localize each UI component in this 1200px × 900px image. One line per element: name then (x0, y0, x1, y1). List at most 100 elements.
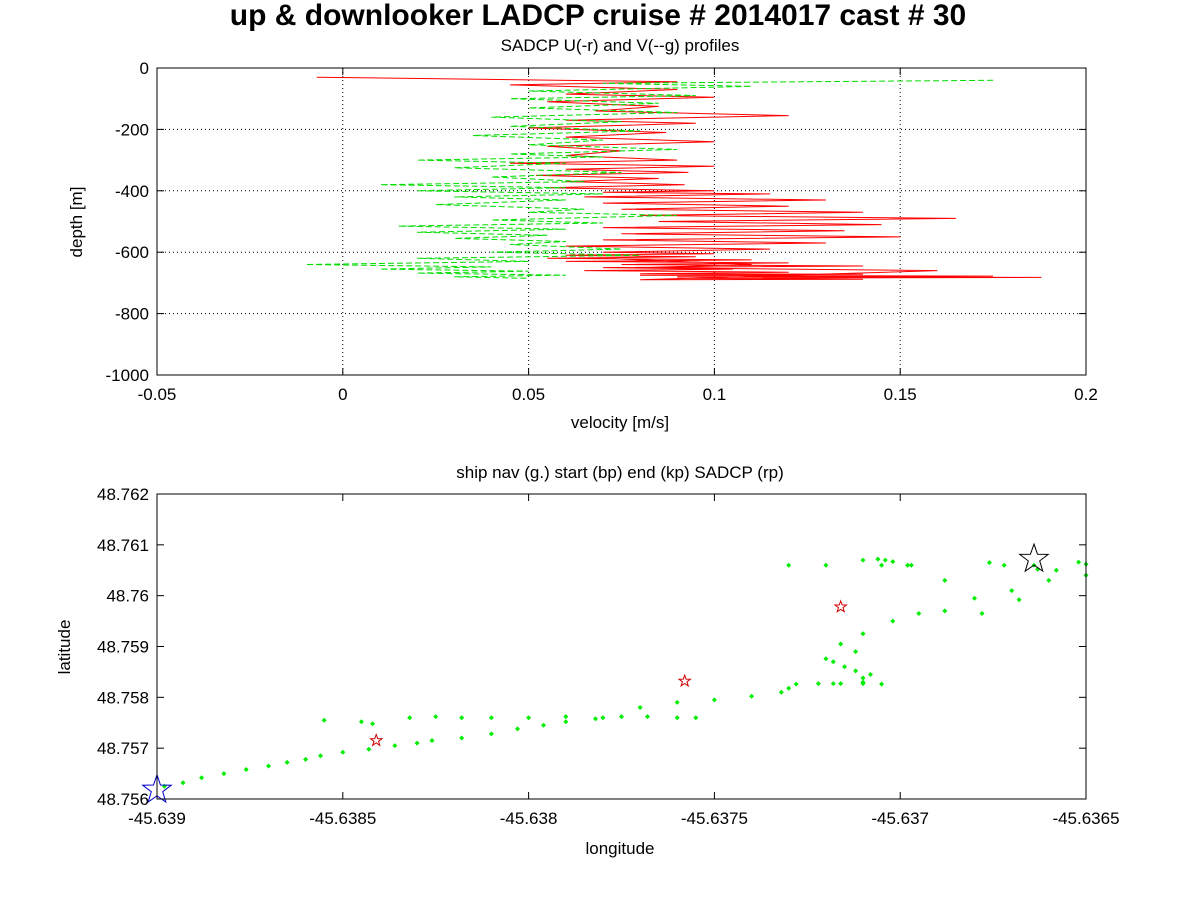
nav-point (433, 714, 439, 720)
nav-point (563, 714, 569, 720)
x-tick-label: 0.1 (703, 385, 727, 404)
nav-point (243, 767, 249, 772)
nav-point (392, 743, 398, 749)
plot-frame (156, 67, 1087, 376)
nav-point (541, 722, 546, 728)
series-group (305, 76, 1042, 281)
x-tick-label: 0.05 (512, 385, 545, 404)
nav-point (749, 693, 755, 699)
nav-point (860, 557, 866, 563)
end-marker-star (1018, 542, 1050, 573)
nav-point (908, 562, 914, 568)
nav-point (905, 562, 911, 568)
nav-point (619, 714, 624, 720)
tick-group: -0.05 0 0.05 0.1 0.15 0.2 0 -200 -400 -600 -800 -10… (106, 59, 1098, 404)
y-axis-label: depth [m] (67, 187, 86, 258)
figure-title: up & downlooker LADCP cruise # 2014017 c… (230, 0, 966, 32)
nav-point (860, 631, 866, 637)
v-velocity-line (305, 79, 994, 279)
nav-point (882, 557, 888, 563)
nav-point (321, 717, 327, 723)
x-tick-label: -45.6365 (1052, 809, 1119, 828)
nav-point (853, 649, 859, 655)
x-axis-label: velocity [m/s] (571, 413, 669, 432)
y-tick-label: 48.758 (97, 688, 149, 707)
x-tick-label: -45.638 (500, 809, 558, 828)
nav-point (890, 559, 896, 565)
nav-point (942, 577, 948, 583)
x-tick-label: 0.2 (1074, 385, 1098, 404)
nav-points-group (161, 556, 1089, 789)
nav-point (674, 715, 680, 721)
nav-point (879, 681, 885, 687)
y-tick-label: 48.76 (106, 587, 149, 606)
nav-point (1016, 597, 1022, 603)
x-tick-label: 0.15 (884, 385, 917, 404)
y-tick-label: 48.757 (97, 739, 149, 758)
nav-point (1053, 567, 1059, 573)
nav-point (875, 556, 881, 562)
x-axis-label: longitude (585, 839, 654, 858)
nav-point (942, 608, 948, 614)
nav-point (515, 726, 520, 732)
tick-group: -45.639 -45.6385 -45.638 -45.6375 -45.637 -45… (97, 485, 1120, 828)
nav-point (180, 780, 186, 786)
nav-point (986, 560, 992, 566)
x-tick-label: -45.6385 (309, 809, 376, 828)
nav-point (1001, 562, 1007, 568)
nav-point (823, 562, 829, 568)
nav-point (645, 714, 650, 720)
y-tick-label: 48.761 (97, 536, 149, 555)
nav-point (266, 763, 271, 769)
ship-nav-chart: ship nav (g.) start (bp) end (kp) SADCP … (55, 463, 1120, 858)
nav-point (916, 611, 922, 616)
nav-point (358, 719, 364, 725)
nav-point (221, 771, 227, 777)
nav-point (853, 668, 859, 674)
sadcp-point-star (369, 733, 384, 747)
nav-point (860, 679, 866, 685)
nav-point (526, 715, 532, 721)
nav-point (879, 562, 885, 568)
nav-point (793, 681, 799, 687)
nav-point (488, 715, 494, 721)
nav-point (815, 681, 821, 687)
chart-title: ship nav (g.) start (bp) end (kp) SADCP … (456, 463, 784, 482)
velocity-profile-chart: SADCP U(-r) and V(--g) profiles -0.05 0 0.… (67, 36, 1098, 432)
nav-point (1076, 559, 1082, 565)
nav-point (786, 562, 792, 568)
nav-point (830, 681, 836, 687)
nav-point (199, 775, 205, 781)
y-tick-label: 48.762 (97, 485, 149, 504)
nav-point (778, 689, 784, 695)
sadcp-point-star (677, 673, 692, 688)
x-tick-label: -45.639 (128, 809, 186, 828)
nav-point (860, 675, 866, 681)
nav-point (414, 740, 420, 746)
x-tick-label: -0.05 (138, 385, 177, 404)
nav-point (637, 705, 643, 710)
nav-point (823, 656, 829, 662)
y-tick-label: -600 (115, 243, 149, 262)
sadcp-point-star (833, 599, 848, 613)
nav-point (890, 618, 896, 624)
nav-point (593, 716, 598, 722)
nav-point (711, 697, 717, 703)
nav-point (1009, 588, 1015, 594)
nav-point (370, 721, 375, 727)
y-tick-label: -400 (115, 182, 149, 201)
nav-point (366, 746, 372, 752)
x-tick-label: 0 (338, 385, 347, 404)
y-tick-label: -200 (115, 120, 149, 139)
y-tick-label: 0 (140, 59, 149, 78)
y-tick-label: -800 (115, 305, 149, 324)
nav-point (838, 641, 844, 647)
nav-point (674, 699, 680, 705)
nav-point (488, 731, 494, 737)
nav-point (284, 759, 290, 765)
y-tick-label: 48.759 (97, 638, 149, 657)
nav-point (407, 715, 413, 721)
nav-point (1046, 577, 1052, 583)
nav-point (868, 672, 873, 677)
